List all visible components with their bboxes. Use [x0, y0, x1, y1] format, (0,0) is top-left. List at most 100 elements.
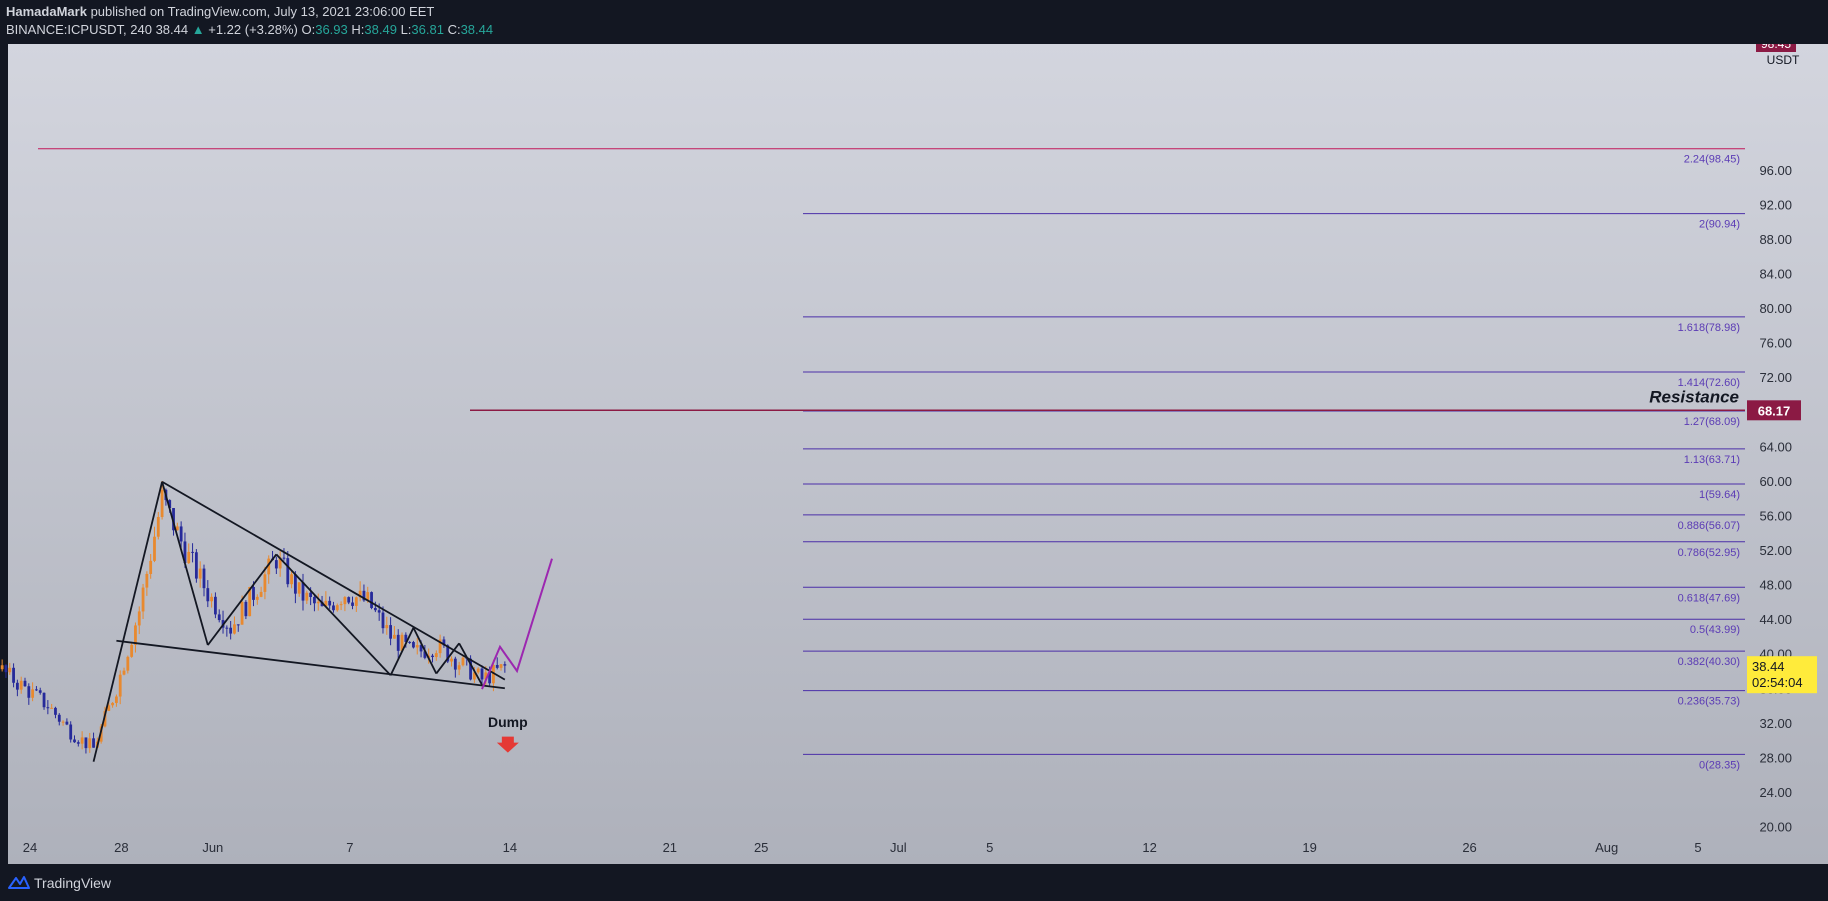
resistance-price-label-bg	[1747, 400, 1801, 421]
dump-arrow-icon	[496, 736, 519, 753]
candle-body	[385, 625, 389, 629]
candle-body	[389, 625, 392, 639]
candle-body	[419, 645, 423, 652]
candle-body	[153, 536, 156, 561]
candle-body	[210, 596, 214, 602]
candle-body	[423, 651, 427, 658]
candle-body	[217, 614, 221, 621]
candle-body	[122, 670, 126, 675]
y-tick-label: 76.00	[1759, 336, 1792, 351]
candle-body	[400, 634, 404, 651]
candle-body	[145, 573, 149, 588]
candle-body	[202, 568, 206, 589]
candle-body	[175, 526, 179, 531]
candle-body	[8, 667, 12, 673]
y-tick-label: 56.00	[1759, 508, 1792, 523]
candle-body	[267, 558, 271, 575]
trendline	[389, 627, 415, 676]
price-axis-background	[1746, 44, 1828, 864]
candle-body	[50, 707, 54, 709]
candle-body	[92, 738, 95, 748]
candle-body	[492, 664, 495, 684]
change-up-icon: ▲	[191, 22, 205, 37]
candle-body	[107, 705, 111, 711]
y-tick-label: 20.00	[1759, 820, 1792, 835]
footer-bar: TradingView	[0, 864, 1828, 901]
trendline	[458, 642, 483, 686]
fib-level-label: 1.13(63.71)	[1684, 454, 1740, 466]
candle-body	[248, 587, 252, 617]
fib-level-label: 0.886(56.07)	[1678, 520, 1740, 532]
candle-body	[366, 592, 370, 601]
x-tick-label: 26	[1462, 840, 1476, 855]
y-tick-label: 60.00	[1759, 474, 1792, 489]
fib-level-label: 1(59.64)	[1699, 489, 1740, 501]
candle-body	[225, 627, 229, 629]
projection-path	[481, 558, 553, 690]
fib-level-label: 0.618(47.69)	[1678, 592, 1740, 604]
candle-body	[484, 672, 488, 680]
candle-body	[259, 591, 263, 597]
candle-body	[381, 612, 385, 629]
candle-body	[73, 739, 76, 743]
candle-body	[476, 668, 480, 673]
y-tick-label: 32.00	[1759, 716, 1792, 731]
y-tick-label: 72.00	[1759, 370, 1792, 385]
low-label: L:	[400, 22, 412, 37]
candle-body	[293, 574, 297, 594]
candle-body	[278, 557, 282, 569]
candle-body	[450, 658, 453, 662]
candle-body	[126, 656, 130, 671]
open-value: 36.93	[315, 22, 348, 37]
candle-body	[76, 742, 80, 744]
current-price-label-bg	[1747, 656, 1817, 694]
candle-body	[65, 721, 69, 725]
candle-body	[198, 568, 202, 579]
candle-body	[15, 682, 19, 690]
candle-body	[206, 588, 210, 602]
candle-body	[194, 552, 198, 579]
candle-body	[84, 737, 88, 749]
x-tick-label: 25	[754, 840, 768, 855]
candle-body	[495, 664, 499, 668]
publish-info: published on TradingView.com, July 13, 2…	[90, 4, 435, 19]
x-tick-label: Jun	[202, 840, 223, 855]
author-name[interactable]: HamadaMark	[6, 4, 87, 19]
trendline	[92, 481, 163, 762]
candle-body	[111, 702, 114, 706]
price-change: +1.22 (+3.28%)	[208, 22, 298, 37]
y-tick-label: 88.00	[1759, 232, 1792, 247]
candle-body	[130, 644, 134, 657]
candle-body	[263, 574, 267, 592]
symbol-name[interactable]: BINANCE:ICPUSDT, 240	[6, 22, 152, 37]
publish-line: HamadaMark published on TradingView.com,…	[6, 4, 434, 19]
y-tick-label: 24.00	[1759, 785, 1792, 800]
x-tick-label: 19	[1302, 840, 1316, 855]
candle-body	[461, 657, 465, 666]
y-tick-label: 64.00	[1759, 439, 1792, 454]
candle-body	[434, 653, 438, 658]
candle-body	[351, 602, 354, 606]
candle-body	[324, 600, 328, 607]
candle-body	[172, 507, 175, 531]
candle-body	[370, 592, 373, 609]
fib-level-label: 1.618(78.98)	[1678, 322, 1740, 334]
plot-background	[8, 44, 1746, 864]
fib-level-label: 0(28.35)	[1699, 759, 1740, 771]
x-tick-label: 7	[346, 840, 353, 855]
price-chart[interactable]: 0(28.35) 0.236(35.73) 0.382(40.30) 0.5(43.9…	[0, 0, 1828, 864]
tradingview-logo-icon[interactable]	[8, 874, 30, 890]
x-tick-label: 5	[1694, 840, 1701, 855]
candle-body	[38, 690, 42, 693]
candle-body	[23, 680, 27, 687]
tradingview-brand[interactable]: TradingView	[34, 875, 112, 891]
candle-body	[438, 639, 442, 654]
candle-body	[282, 557, 286, 559]
candle-body	[187, 551, 191, 564]
candle-body	[69, 724, 73, 740]
trendline	[207, 553, 278, 646]
fib-level-label: 0.236(35.73)	[1678, 696, 1740, 708]
candle-body	[358, 590, 362, 598]
candle-body	[408, 641, 412, 643]
candle-body	[377, 610, 381, 613]
